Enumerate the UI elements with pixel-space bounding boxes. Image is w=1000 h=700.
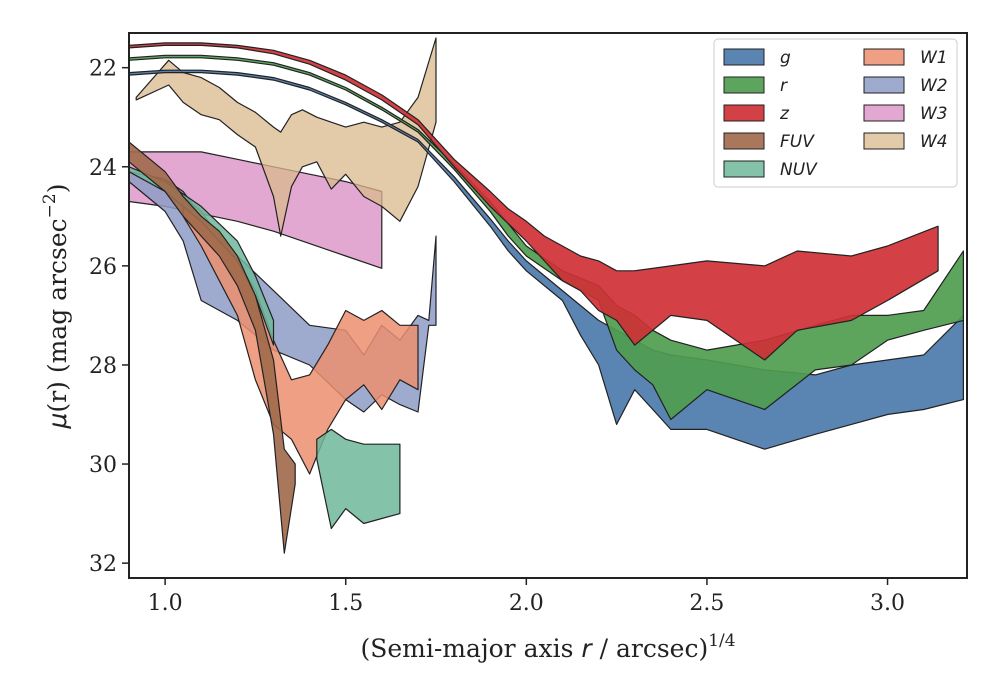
legend-label-w3: W3	[920, 104, 948, 124]
legend-swatch-w4	[863, 132, 905, 150]
y-tick-label: 22	[89, 57, 117, 82]
legend-label-z: z	[779, 104, 790, 124]
y-axis-label: μ(r) (mag arcsec−2)	[40, 184, 72, 430]
legend-label-w2: W2	[920, 76, 948, 96]
legend-items: grz FUV NUV W1 W2 W3 W4	[723, 48, 948, 180]
series-band-g	[128, 69, 965, 450]
series-band-z	[128, 42, 939, 361]
x-tick-label: 1.0	[148, 591, 183, 616]
series-layer	[128, 37, 965, 554]
x-tick-label: 1.5	[328, 591, 363, 616]
y-tick-label: 26	[89, 255, 117, 280]
plot-frame	[128, 32, 968, 579]
series-band-nuv-2	[316, 428, 401, 530]
y-tick-label: 32	[89, 552, 117, 577]
x-tick-label: 3.0	[870, 591, 905, 616]
legend-label-g: g	[780, 48, 791, 68]
legend-swatch-w1	[863, 48, 905, 66]
legend: grz FUV NUV W1 W2 W3 W4	[713, 38, 958, 188]
legend-label-w1: W1	[920, 48, 948, 68]
series-band-fuv	[128, 141, 296, 554]
legend-label-fuv: FUV	[780, 132, 815, 152]
x-tick-label: 2.5	[689, 591, 724, 616]
legend-label-w4: W4	[920, 132, 948, 152]
legend-swatch-w2	[863, 76, 905, 94]
legend-label-nuv: NUV	[780, 160, 818, 180]
x-axis-label: (Semi-major axis r / arcsec)1/4	[360, 631, 735, 663]
y-tick-label: 24	[89, 156, 117, 181]
legend-swatch-g	[723, 48, 765, 66]
y-tick-label: 30	[89, 453, 117, 478]
legend-label-r: r	[780, 76, 788, 96]
legend-swatch-r	[723, 76, 765, 94]
legend-swatch-w3	[863, 104, 905, 122]
x-tick-label: 2.0	[509, 591, 544, 616]
ticks-layer: 1.0 1.5 2.0 2.5 3.0 22 24 26 28 30 32	[89, 57, 905, 616]
legend-swatch-z	[723, 104, 765, 122]
y-tick-label: 28	[89, 354, 117, 379]
legend-swatch-nuv	[723, 160, 765, 178]
y-axis-label-group: μ(r) (mag arcsec−2)	[40, 184, 72, 430]
legend-box	[713, 38, 958, 188]
series-band-w4	[135, 37, 437, 237]
legend-swatch-fuv	[723, 132, 765, 150]
